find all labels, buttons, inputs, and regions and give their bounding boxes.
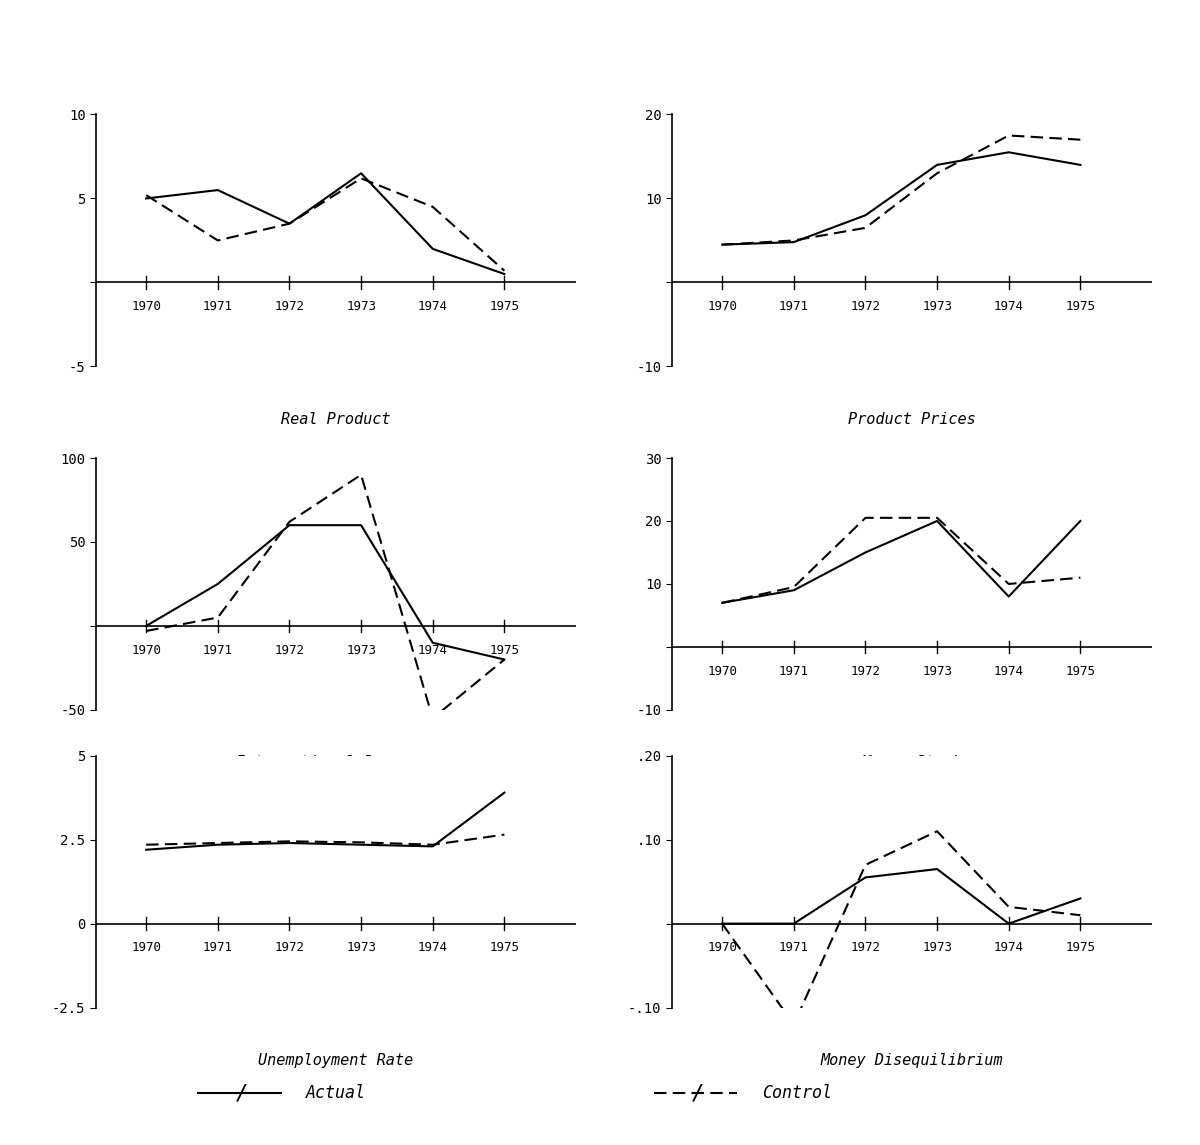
- Text: 1972: 1972: [851, 664, 881, 678]
- Text: 1972: 1972: [851, 941, 881, 954]
- Text: 1973: 1973: [346, 300, 376, 313]
- Text: Actual: Actual: [306, 1084, 366, 1103]
- Text: 1974: 1974: [418, 300, 448, 313]
- Text: 1974: 1974: [418, 941, 448, 954]
- Text: 1973: 1973: [346, 941, 376, 954]
- Text: 1972: 1972: [275, 941, 305, 954]
- Text: 1970: 1970: [131, 643, 161, 656]
- Text: 1971: 1971: [779, 664, 809, 678]
- Text: 1970: 1970: [707, 941, 737, 954]
- Text: 1973: 1973: [922, 941, 952, 954]
- Text: 1975: 1975: [490, 300, 520, 313]
- Text: 1970: 1970: [707, 300, 737, 313]
- Text: International Reserves: International Reserves: [235, 756, 437, 771]
- Text: Money Stock: Money Stock: [862, 756, 962, 771]
- Text: 1973: 1973: [346, 643, 376, 656]
- Text: Product Prices: Product Prices: [848, 412, 976, 427]
- Text: 1975: 1975: [490, 941, 520, 954]
- Text: 1972: 1972: [275, 300, 305, 313]
- Text: 1970: 1970: [131, 300, 161, 313]
- Text: 1974: 1974: [994, 300, 1024, 313]
- Text: 1975: 1975: [1066, 941, 1096, 954]
- Text: Control: Control: [762, 1084, 832, 1103]
- Text: 1971: 1971: [203, 941, 233, 954]
- Text: 1975: 1975: [1066, 300, 1096, 313]
- Text: 1972: 1972: [275, 643, 305, 656]
- Text: /: /: [690, 1083, 704, 1104]
- Text: 1974: 1974: [994, 941, 1024, 954]
- Text: 1971: 1971: [203, 300, 233, 313]
- Text: 1975: 1975: [1066, 664, 1096, 678]
- Text: Real Product: Real Product: [281, 412, 391, 427]
- Text: 1970: 1970: [131, 941, 161, 954]
- Text: /: /: [234, 1083, 248, 1104]
- Text: 1973: 1973: [922, 300, 952, 313]
- Text: 1970: 1970: [707, 664, 737, 678]
- Text: 1973: 1973: [922, 664, 952, 678]
- Text: 1972: 1972: [851, 300, 881, 313]
- Text: 1971: 1971: [779, 941, 809, 954]
- Text: Unemployment Rate: Unemployment Rate: [258, 1053, 414, 1068]
- Text: Money Disequilibrium: Money Disequilibrium: [821, 1053, 1003, 1068]
- Text: 1971: 1971: [203, 643, 233, 656]
- Text: 1974: 1974: [418, 643, 448, 656]
- Text: 1974: 1974: [994, 664, 1024, 678]
- Text: 1971: 1971: [779, 300, 809, 313]
- Text: 1975: 1975: [490, 643, 520, 656]
